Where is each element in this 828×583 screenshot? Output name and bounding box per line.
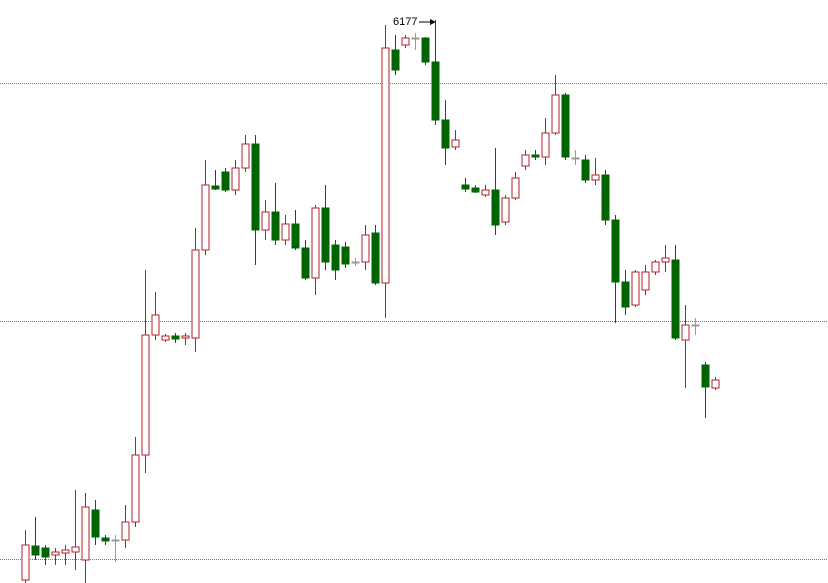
candle-body xyxy=(331,244,340,271)
candle-body xyxy=(581,159,590,181)
candle-body xyxy=(251,143,260,231)
candle-body xyxy=(161,335,170,341)
candle-body xyxy=(401,37,410,46)
candle-body xyxy=(621,281,630,308)
candle-body xyxy=(341,246,350,265)
candle-body xyxy=(701,364,710,388)
candle-body xyxy=(481,189,490,196)
candle-body xyxy=(711,379,720,389)
candle-body xyxy=(111,539,120,542)
candle-body xyxy=(121,521,130,541)
candle-body xyxy=(591,174,600,181)
candle-body xyxy=(281,223,290,241)
candle-body xyxy=(61,549,70,554)
candle-body xyxy=(141,334,150,456)
candle-body xyxy=(181,335,190,339)
candle-body xyxy=(411,37,420,40)
candle-body xyxy=(231,167,240,191)
candle-body xyxy=(461,184,470,190)
candle-body xyxy=(381,47,390,284)
candle-body xyxy=(81,506,90,561)
candle-body xyxy=(551,94,560,134)
candle-body xyxy=(371,232,380,284)
candle-body xyxy=(241,143,250,169)
candle-body xyxy=(361,234,370,263)
candle-body xyxy=(501,197,510,223)
candle-body xyxy=(191,249,200,339)
candle-body xyxy=(91,509,100,538)
candle-body xyxy=(611,219,620,283)
candle-body xyxy=(201,184,210,251)
candle-body xyxy=(441,119,450,149)
candle-body xyxy=(151,314,160,336)
candle-body xyxy=(471,187,480,193)
candle-body xyxy=(311,207,320,279)
candle-body xyxy=(31,545,40,556)
candle-body xyxy=(211,185,220,190)
candle-body xyxy=(51,551,60,556)
candle-body xyxy=(671,259,680,339)
candle-body xyxy=(261,211,270,231)
candle-body xyxy=(291,223,300,249)
candle-body xyxy=(131,454,140,523)
candle-body xyxy=(171,335,180,340)
candle-body xyxy=(451,139,460,148)
peak-annotation: 6177 xyxy=(393,16,417,28)
candle-body xyxy=(301,247,310,279)
candle-body xyxy=(321,207,330,263)
candle-body xyxy=(531,154,540,158)
candle-body xyxy=(681,324,690,341)
candle-body xyxy=(431,61,440,121)
candle-body xyxy=(71,546,80,553)
candle-body xyxy=(631,271,640,306)
candle-body xyxy=(571,157,580,160)
candle-body xyxy=(421,37,430,63)
candle-body xyxy=(221,171,230,191)
candle-body xyxy=(21,544,30,581)
candle-body xyxy=(601,174,610,221)
candle-body xyxy=(521,154,530,167)
candle-body xyxy=(511,177,520,199)
candle-body xyxy=(641,271,650,291)
candle-body xyxy=(271,211,280,241)
candle-body xyxy=(41,547,50,558)
candle-body xyxy=(661,257,670,263)
candle-body xyxy=(541,132,550,158)
candle-body xyxy=(561,94,570,158)
candle-body xyxy=(491,189,500,226)
candle-body xyxy=(651,261,660,273)
candle-body xyxy=(391,49,400,71)
candle-body xyxy=(101,537,110,542)
candle-body xyxy=(351,261,360,264)
candle-body xyxy=(691,324,700,327)
peak-arrow xyxy=(419,19,436,25)
